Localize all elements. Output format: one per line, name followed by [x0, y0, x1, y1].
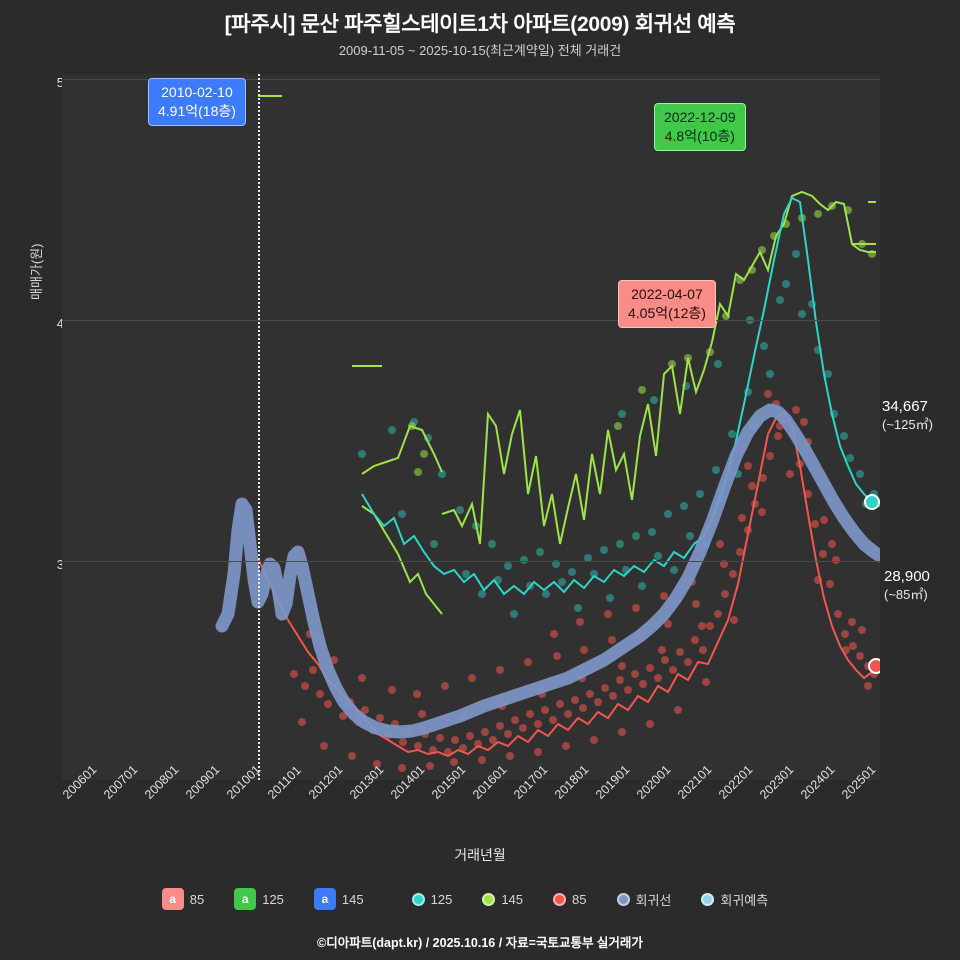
endpoint-marker-85 — [868, 658, 880, 674]
y-axis-title: 매매가(원) — [29, 243, 44, 301]
line-regression — [215, 403, 880, 739]
legend-dot-icon-85 — [553, 892, 567, 906]
legend-dot-label-85: 85 — [572, 891, 587, 907]
gridline-5eok — [62, 79, 880, 80]
gridline-4eok — [62, 320, 880, 321]
line-series-125 — [361, 196, 880, 596]
line-regression-forecast — [876, 556, 880, 557]
legend-dot-icon-forecast — [701, 892, 715, 906]
callout-max-85: 2022-04-07 4.05억(12층) — [618, 280, 716, 328]
callout-145-value: 4.91억(18층) — [158, 102, 236, 119]
endpoint-85-value: 28,900 — [884, 568, 930, 585]
legend-chip-icon-145: a — [313, 888, 336, 910]
callout-85-date: 2022-04-07 — [631, 286, 703, 302]
endpoint-label-85: 28,900 (~85㎡) — [884, 568, 930, 603]
callout-85-value: 4.05억(12층) — [628, 304, 706, 321]
legend-chip-label-145: 145 — [341, 891, 364, 907]
legend-dot-icon-125 — [411, 892, 425, 906]
callout-145-date: 2010-02-10 — [161, 84, 233, 100]
scatter-series-85 — [290, 390, 878, 772]
endpoint-125-area: (~125㎡) — [882, 416, 933, 432]
line-series-145 — [258, 95, 876, 615]
legend-dot-125[interactable]: 125 — [411, 891, 469, 907]
legend-dot-icon-145 — [482, 892, 496, 906]
callout-125-date: 2022-12-09 — [664, 109, 736, 125]
callout-max-125: 2022-12-09 4.8억(10층) — [654, 103, 746, 151]
legend-chip-icon-125: a — [234, 888, 257, 910]
legend-chip-145[interactable]: a 145 — [313, 888, 380, 910]
x-axis-title: 거래년월 — [454, 847, 506, 863]
legend-dot-label-145: 145 — [501, 891, 524, 907]
endpoint-label-125: 34,667 (~125㎡) — [882, 398, 933, 433]
footer-credit: ©디아파트(dapt.kr) / 2025.10.16 / 자료=국토교통부 실… — [317, 936, 643, 950]
legend-dot-label-125: 125 — [430, 891, 453, 907]
legend-dot-145[interactable]: 145 — [482, 892, 539, 907]
legend-chip-85[interactable]: a 85 — [161, 888, 220, 910]
legend-dot-regression[interactable]: 회귀선 — [616, 890, 688, 909]
page-subtitle: 2009-11-05 ~ 2025-10-15(최근계약일) 전체 거래건 — [338, 43, 622, 58]
vertical-marker-201001 — [258, 74, 260, 780]
callout-125-value: 4.8억(10층) — [664, 127, 735, 144]
legend-dot-forecast[interactable]: 회귀예측 — [701, 890, 784, 909]
page-title: [파주시] 문산 파주힐스테이트1차 아파트(2009) 회귀선 예측 — [224, 13, 736, 36]
legend-chip-label-85: 85 — [189, 891, 205, 907]
legend-dot-85[interactable]: 85 — [553, 892, 602, 907]
chart-canvas — [215, 95, 880, 772]
legend-chip-label-125: 125 — [262, 891, 284, 907]
gridline-3eok — [62, 561, 880, 562]
callout-max-145: 2010-02-10 4.91억(18층) — [148, 78, 246, 126]
legend-chip-125[interactable]: a 125 — [234, 888, 300, 910]
endpoint-marker-125 — [864, 494, 880, 510]
legend-chip-icon-85: a — [161, 888, 184, 910]
chart-legend: a 85 a 125 a 145 125 145 85 회귀선 — [0, 888, 960, 910]
endpoint-125-value: 34,667 — [882, 398, 928, 415]
legend-dot-label-forecast: 회귀예측 — [720, 892, 769, 908]
legend-dot-label-regression: 회귀선 — [635, 892, 672, 908]
plot-area: 2010-02-10 4.91억(18층) 2022-12-09 4.8억(10… — [62, 74, 880, 780]
legend-dot-icon-regression — [616, 892, 630, 906]
endpoint-85-area: (~85㎡) — [884, 586, 928, 602]
